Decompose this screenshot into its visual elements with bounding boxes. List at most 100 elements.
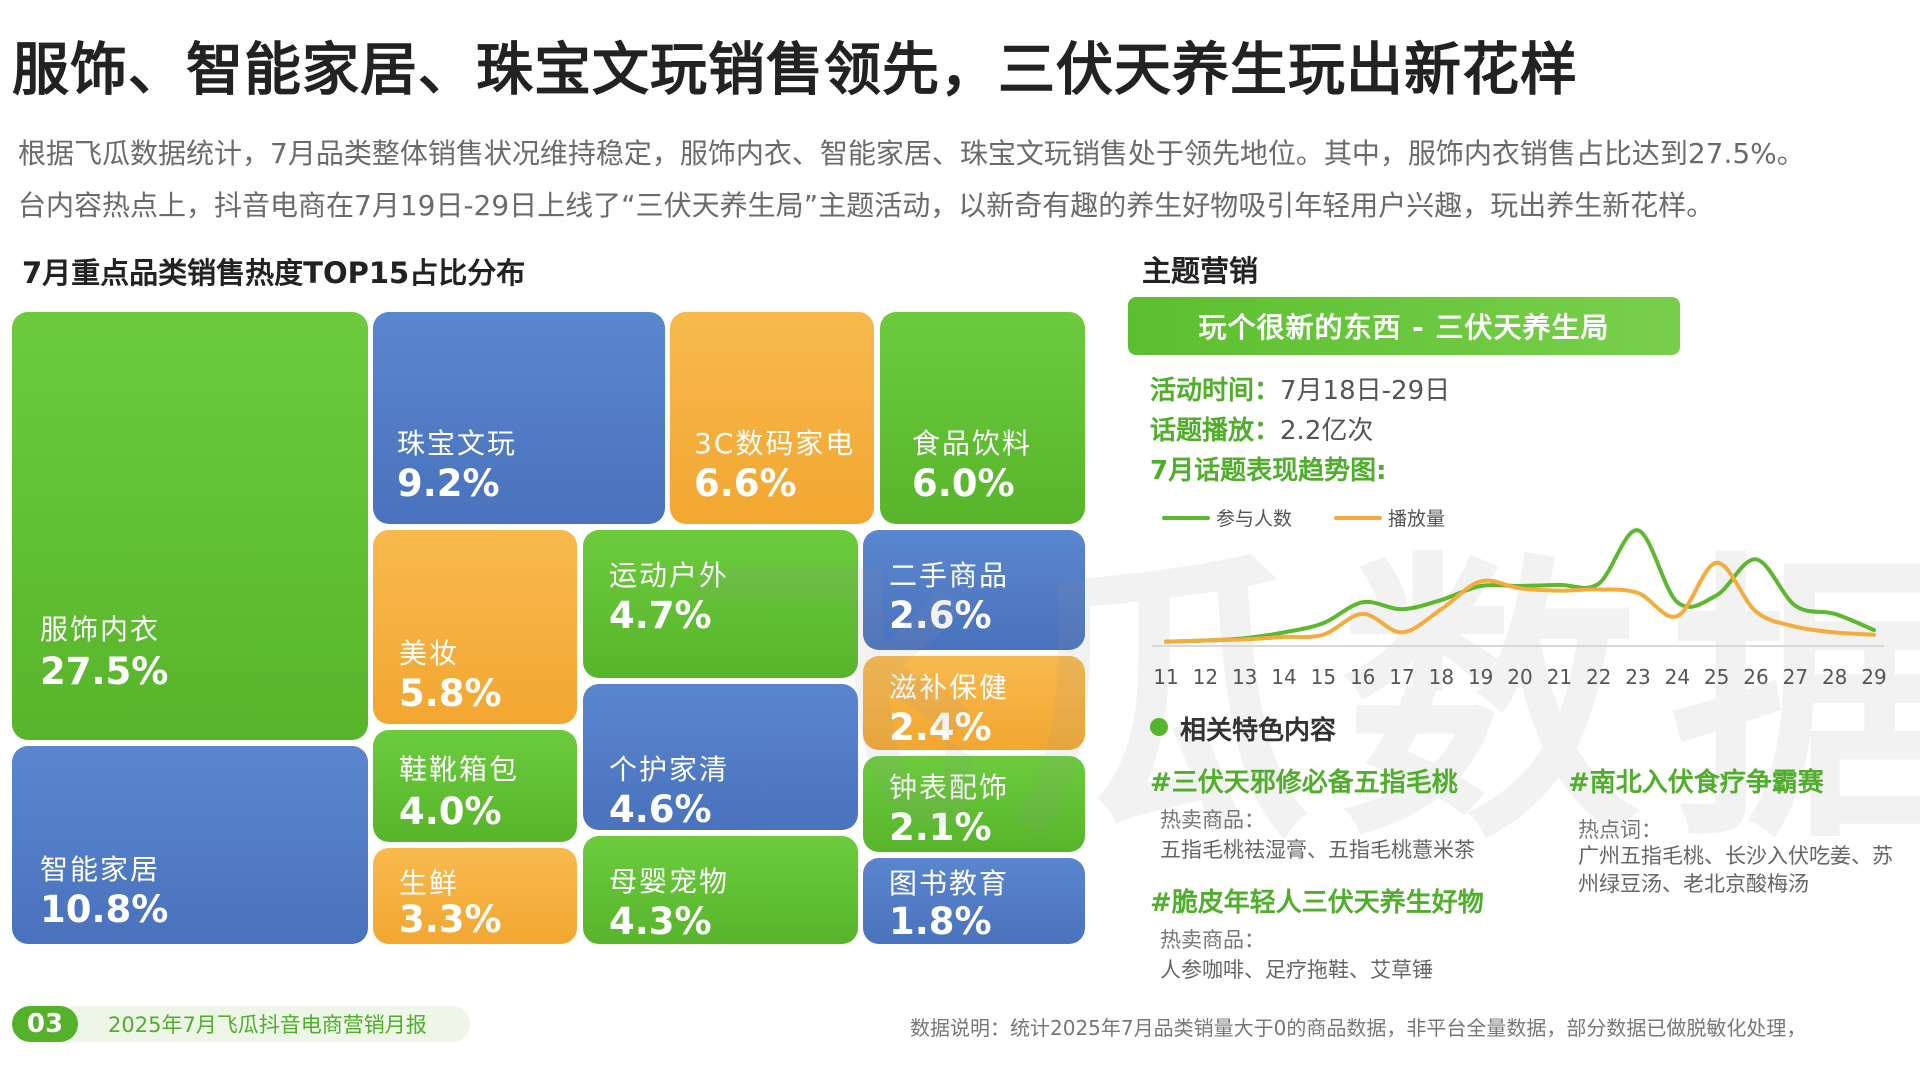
tile-value: 3.3% [399, 898, 502, 941]
x-tick-label: 24 [1665, 665, 1690, 689]
x-tick-label: 25 [1704, 665, 1729, 689]
x-tick-label: 26 [1743, 665, 1768, 689]
x-tick-label: 16 [1350, 665, 1375, 689]
tile-value: 27.5% [40, 650, 169, 693]
treemap-tile-个护家清: 个护家清 4.6% [583, 684, 858, 830]
tile-label: 二手商品 [889, 559, 1010, 592]
tile-label: 个护家清 [609, 753, 730, 786]
treemap-tile-二手商品: 二手商品 2.6% [863, 530, 1085, 650]
topic-sub-label: 热卖商品： [1160, 928, 1265, 952]
tile-label: 服饰内衣 [40, 613, 161, 646]
x-tick-label: 19 [1468, 665, 1493, 689]
treemap: 服饰内衣 27.5% 智能家居 10.8% 珠宝文玩 9.2% 3C数码家电 6… [12, 312, 1085, 944]
tile-value: 4.7% [609, 594, 712, 637]
campaign-banner: 玩个很新的东西 - 三伏天养生局 [1128, 297, 1680, 355]
treemap-tile-鞋靴箱包: 鞋靴箱包 4.0% [373, 730, 577, 842]
treemap-tile-母婴宠物: 母婴宠物 4.3% [583, 836, 858, 944]
topic-sub-text: 五指毛桃祛湿膏、五指毛桃薏米茶 [1160, 838, 1475, 862]
related-bullet-icon [1150, 718, 1168, 736]
tile-value: 4.0% [399, 790, 502, 833]
legend-label-participants: 参与人数 [1216, 508, 1293, 530]
series-line-plays [1164, 560, 1876, 644]
series-line-participants [1164, 528, 1876, 644]
x-tick-label: 20 [1507, 665, 1532, 689]
x-tick-label: 12 [1193, 665, 1218, 689]
tile-label: 美妆 [399, 637, 460, 670]
x-tick-label: 27 [1783, 665, 1808, 689]
topic-sub-label: 热点词： [1578, 818, 1662, 842]
tile-label: 母婴宠物 [609, 865, 730, 898]
x-tick-label: 28 [1822, 665, 1847, 689]
tile-label: 智能家居 [40, 853, 161, 886]
tile-label: 运动户外 [609, 559, 730, 592]
related-content-title: 相关特色内容 [1180, 716, 1337, 746]
tile-value: 2.4% [889, 706, 992, 749]
tile-value: 4.3% [609, 900, 712, 943]
legend-label-plays: 播放量 [1388, 508, 1446, 530]
trend-chart-title: 7月话题表现趋势图: [1150, 456, 1387, 486]
x-tick-label: 21 [1547, 665, 1572, 689]
section-title-theme-marketing: 主题营销 [1142, 254, 1259, 288]
x-tick-label: 11 [1153, 665, 1178, 689]
topic-sub-text: 广州五指毛桃、长沙入伏吃姜、苏 [1578, 844, 1893, 868]
x-tick-label: 29 [1861, 665, 1886, 689]
treemap-title: 7月重点品类销售热度TOP15占比分布 [22, 256, 526, 290]
topic-play-label: 话题播放： [1150, 416, 1281, 446]
topic-title: #南北入伏食疗争霸赛 [1568, 768, 1824, 798]
tile-label: 珠宝文玩 [397, 427, 518, 460]
legend-swatch-plays [1334, 516, 1382, 520]
tile-label: 食品饮料 [912, 427, 1033, 460]
intro-line-2: 台内容热点上，抖音电商在7月19日-29日上线了“三伏天养生局”主题活动，以新奇… [18, 189, 1715, 222]
trend-line-chart: 11 12 13 14 15 16 17 18 19 20 21 22 23 24 25 26 27 28 29 [1152, 528, 1887, 689]
treemap-tile-滋补保健: 滋补保健 2.4% [863, 656, 1085, 750]
treemap-tile-3C数码家电: 3C数码家电 6.6% [670, 312, 874, 524]
tile-value: 1.8% [889, 900, 992, 943]
x-tick-label: 13 [1232, 665, 1257, 689]
legend-swatch-participants [1162, 516, 1210, 520]
intro-line-1: 根据飞瓜数据统计，7月品类整体销售状况维持稳定，服饰内衣、智能家居、珠宝文玩销售… [18, 137, 1805, 170]
treemap-tile-生鲜: 生鲜 3.3% [373, 848, 577, 944]
tile-label: 鞋靴箱包 [399, 753, 520, 786]
tile-label: 生鲜 [399, 867, 460, 900]
x-tick-label: 14 [1271, 665, 1296, 689]
topic-play: 话题播放：2.2亿次 [1150, 410, 1373, 447]
activity-time: 活动时间：7月18日-29日 [1150, 370, 1450, 407]
treemap-tile-美妆: 美妆 5.8% [373, 530, 577, 724]
treemap-tile-运动户外: 运动户外 4.7% [583, 530, 858, 678]
treemap-tile-图书教育: 图书教育 1.8% [863, 858, 1085, 944]
report-name-badge: 2025年7月飞瓜抖音电商营销月报 [70, 1006, 470, 1042]
page-title: 服饰、智能家居、珠宝文玩销售领先，三伏天养生玩出新花样 [12, 37, 1578, 103]
watermark: 飞瓜数据 [680, 529, 1920, 878]
tile-value: 6.6% [694, 462, 797, 505]
tile-label: 钟表配饰 [889, 771, 1010, 804]
x-tick-label: 15 [1311, 665, 1336, 689]
topic-sub-text: 州绿豆汤、老北京酸梅汤 [1578, 872, 1809, 896]
topic-title: #三伏天邪修必备五指毛桃 [1150, 768, 1458, 798]
topic-sub-label: 热卖商品： [1160, 808, 1265, 832]
treemap-tile-珠宝文玩: 珠宝文玩 9.2% [373, 312, 665, 524]
activity-time-value: 7月18日-29日 [1280, 376, 1451, 406]
x-tick-label: 17 [1389, 665, 1414, 689]
treemap-tile-钟表配饰: 钟表配饰 2.1% [863, 756, 1085, 852]
treemap-tile-智能家居: 智能家居 10.8% [12, 746, 368, 944]
topic-sub-text: 人参咖啡、足疗拖鞋、艾草锤 [1160, 958, 1433, 982]
treemap-tile-食品饮料: 食品饮料 6.0% [880, 312, 1085, 524]
trend-lines [1164, 528, 1876, 644]
tile-label: 图书教育 [889, 867, 1010, 900]
tile-value: 2.1% [889, 806, 992, 849]
tile-label: 滋补保健 [889, 671, 1010, 704]
tile-value: 4.6% [609, 788, 712, 830]
tile-value: 2.6% [889, 594, 992, 637]
tile-value: 9.2% [397, 462, 500, 505]
tile-value: 5.8% [399, 672, 502, 715]
tile-value: 10.8% [40, 888, 169, 931]
topic-play-value: 2.2亿次 [1280, 416, 1374, 446]
x-tick-label: 23 [1625, 665, 1650, 689]
page-number: 03 [12, 1006, 78, 1042]
trend-x-ticks: 11 12 13 14 15 16 17 18 19 20 21 22 23 24 25 26 27 28 29 [1153, 665, 1886, 689]
tile-label: 3C数码家电 [694, 427, 856, 460]
tile-value: 6.0% [912, 462, 1015, 505]
x-tick-label: 22 [1586, 665, 1611, 689]
topic-title: #脆皮年轻人三伏天养生好物 [1150, 888, 1484, 918]
treemap-tile-服饰内衣: 服饰内衣 27.5% [12, 312, 368, 740]
